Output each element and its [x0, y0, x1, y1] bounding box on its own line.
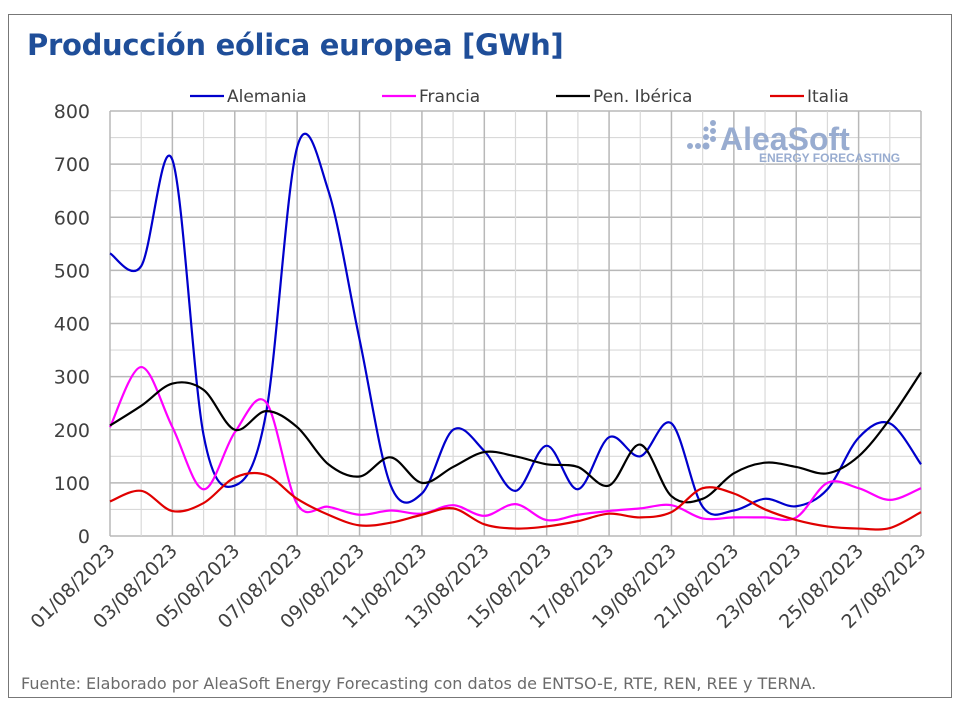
x-axis: 01/08/202303/08/202305/08/202307/08/2023… — [27, 540, 931, 633]
y-tick-label: 0 — [78, 526, 90, 548]
y-tick-label: 700 — [54, 154, 90, 176]
y-tick-label: 400 — [54, 314, 90, 336]
watermark-brand: AleaSoft — [720, 121, 850, 157]
y-tick-label: 500 — [54, 260, 90, 282]
legend-label: Alemania — [227, 87, 307, 107]
series-line-pen-ib-rica — [109, 371, 922, 504]
grid — [109, 110, 922, 537]
y-tick-label: 100 — [54, 473, 90, 495]
y-tick-label: 600 — [54, 207, 90, 229]
chart-frame — [8, 14, 952, 698]
y-tick-label: 300 — [54, 367, 90, 389]
series-lines — [109, 132, 922, 531]
series-line-francia — [109, 365, 922, 522]
watermark-tagline: ENERGY FORECASTING — [759, 151, 900, 165]
y-axis: 0 100 200 300 400 500 600 700 800 — [54, 101, 90, 548]
y-tick-label: 200 — [54, 420, 90, 442]
aleasoft-watermark: AleaSoft ENERGY FORECASTING — [687, 120, 900, 165]
chart-title: Producción eólica europea [GWh] — [27, 28, 564, 62]
source-note: Fuente: Elaborado por AleaSoft Energy Fo… — [21, 674, 817, 693]
legend: Alemania Francia Pen. Ibérica Italia — [190, 87, 849, 107]
series-line-italia — [109, 471, 922, 531]
legend-label: Francia — [419, 87, 480, 107]
series-line-alemania — [109, 132, 922, 516]
legend-label: Pen. Ibérica — [593, 87, 692, 107]
legend-label: Italia — [807, 87, 849, 107]
y-tick-label: 800 — [54, 101, 90, 123]
